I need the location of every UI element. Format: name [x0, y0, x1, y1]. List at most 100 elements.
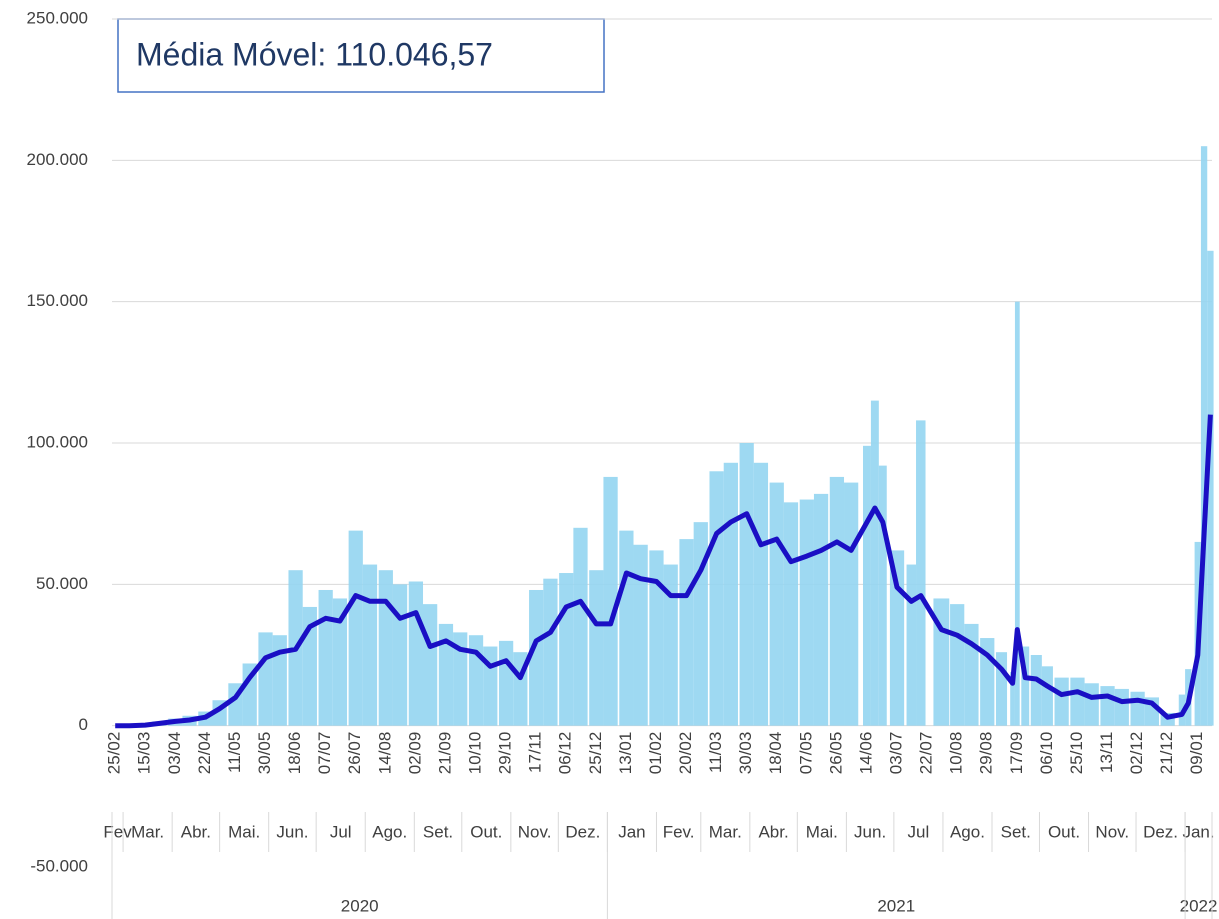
x-tick-label: 25/10: [1067, 732, 1086, 775]
bar: [438, 623, 454, 726]
y-tick-label: 250.000: [27, 8, 88, 27]
month-label: Nov.: [1095, 822, 1129, 841]
month-label: Jun.: [276, 822, 308, 841]
bar: [863, 445, 871, 726]
bar: [348, 530, 363, 726]
bar: [392, 584, 408, 726]
x-tick-label: 17/11: [526, 732, 545, 773]
bar: [1114, 688, 1129, 726]
month-label: Mai.: [806, 822, 838, 841]
bar: [829, 476, 845, 726]
bar: [844, 482, 859, 726]
x-tick-label: 21/09: [435, 732, 454, 775]
x-tick-label: 10/10: [466, 732, 485, 775]
bar: [799, 499, 814, 726]
bar: [1084, 683, 1099, 726]
month-label: Set.: [1001, 822, 1031, 841]
x-tick-label: 26/05: [826, 732, 845, 775]
x-tick-label: 03/07: [887, 732, 906, 775]
x-tick-label: 10/08: [947, 732, 966, 775]
year-label: 2021: [877, 896, 915, 915]
annotation-box: [117, 18, 605, 93]
month-label: Out.: [470, 822, 502, 841]
month-label: Nov.: [518, 822, 552, 841]
month-label: Abr.: [758, 822, 788, 841]
bar: [378, 570, 393, 726]
month-label: Out.: [1048, 822, 1080, 841]
month-label: Ago.: [372, 822, 407, 841]
month-label: Mar.: [709, 822, 742, 841]
x-tick-label: 18/04: [766, 732, 785, 775]
month-label: Jan.: [1182, 822, 1214, 841]
bar: [649, 550, 664, 726]
bar: [453, 632, 468, 726]
year-label: 2020: [341, 896, 379, 915]
bar: [916, 420, 926, 726]
bar: [906, 564, 917, 726]
bar: [679, 539, 694, 726]
bar: [559, 573, 574, 726]
x-tick-label: 11/03: [706, 732, 725, 773]
x-tick-label: 30/03: [736, 732, 755, 775]
bar: [870, 400, 879, 726]
y-tick-label: 50.000: [36, 574, 88, 593]
y-tick-label: -50.000: [30, 856, 88, 875]
bar: [408, 581, 424, 726]
month-label: Jun.: [854, 822, 886, 841]
x-tick-label: 22/07: [917, 732, 936, 775]
x-tick-label: 29/10: [496, 732, 515, 775]
month-label: Abr.: [181, 822, 211, 841]
bar: [950, 604, 965, 726]
bar: [498, 640, 514, 726]
bar: [709, 471, 724, 726]
month-label: Jan: [618, 822, 645, 841]
x-tick-label: 13/11: [1097, 732, 1116, 773]
plot: -50.000 0 50.000 100.000 150.000 200.000 250.0…: [27, 8, 1218, 919]
bar: [633, 544, 648, 726]
x-tick-label: 01/02: [646, 732, 665, 775]
bar: [589, 570, 604, 726]
x-tick-label: 25/02: [105, 732, 124, 775]
bar: [663, 564, 678, 726]
bar: [1041, 666, 1053, 726]
year-label: 2022: [1180, 896, 1218, 915]
bar: [1010, 671, 1015, 726]
month-label: Fev.: [663, 822, 695, 841]
y-tick-label: 150.000: [27, 291, 88, 310]
x-tick-label: 02/09: [405, 732, 424, 775]
x-tick-label: 14/06: [856, 732, 875, 775]
x-tick-label: 14/08: [375, 732, 394, 775]
month-label: Mai.: [228, 822, 260, 841]
x-tick-label: 17/09: [1007, 732, 1026, 775]
month-label: Set.: [423, 822, 453, 841]
bar: [995, 652, 1008, 726]
y-tick-label: 0: [79, 715, 88, 734]
bar: [318, 589, 333, 726]
x-tick-label: 22/04: [195, 732, 214, 775]
bar: [723, 462, 738, 726]
x-tick-label: 18/06: [285, 732, 304, 775]
x-tick-label: 06/10: [1037, 732, 1056, 775]
month-label: Dez.: [565, 822, 600, 841]
x-tick-label: 11/05: [225, 732, 244, 773]
x-tick-label: 07/05: [796, 732, 815, 775]
bar: [1054, 677, 1069, 726]
bar: [258, 632, 273, 726]
x-tick-label: 09/01: [1187, 732, 1206, 775]
x-tick-label: 21/12: [1157, 732, 1176, 775]
bar: [272, 635, 287, 726]
month-label: Jul: [330, 822, 352, 841]
bar: [1100, 686, 1115, 726]
x-tick-label: 07/07: [315, 732, 334, 775]
bar: [529, 589, 544, 726]
bar: [423, 604, 438, 726]
bar: [543, 578, 558, 726]
x-tick-label: 20/02: [676, 732, 695, 775]
x-tick-label: 15/03: [135, 732, 154, 775]
moving-average-line: [115, 414, 1213, 729]
month-label: Ago.: [950, 822, 985, 841]
y-tick-label: 100.000: [27, 432, 88, 451]
x-tick-label: 06/12: [556, 732, 575, 775]
bar: [813, 493, 829, 726]
